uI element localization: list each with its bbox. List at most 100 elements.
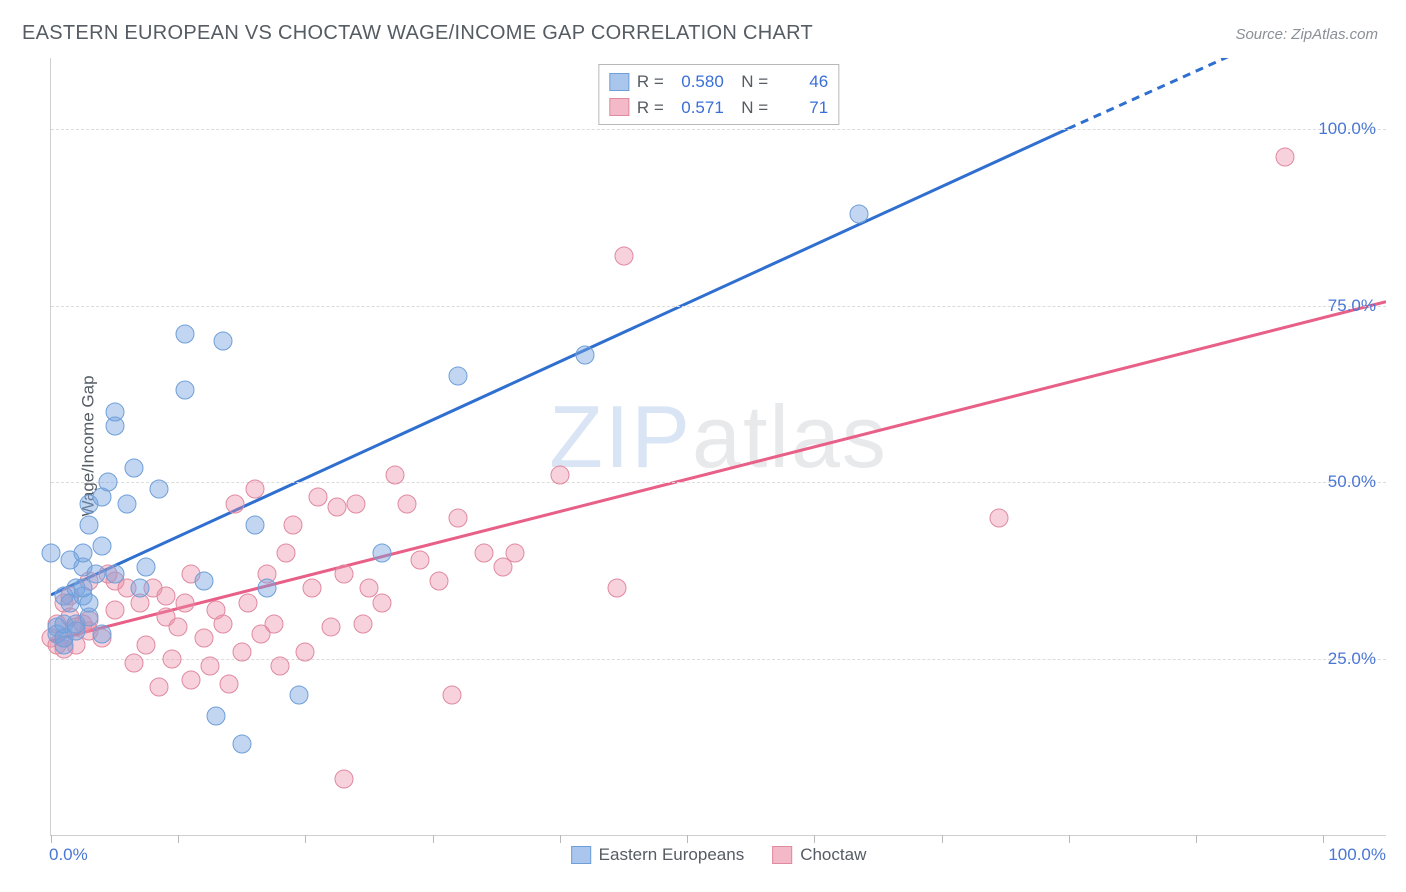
x-tick xyxy=(305,835,306,843)
data-point xyxy=(576,346,595,365)
data-point xyxy=(131,579,150,598)
chart-plot-area: ZIPatlas R = 0.580 N = 46 R = 0.571 N = … xyxy=(50,58,1386,836)
data-point xyxy=(86,565,105,584)
data-point xyxy=(150,480,169,499)
n-value: 46 xyxy=(776,69,828,95)
series-swatch-icon xyxy=(571,846,591,864)
data-point xyxy=(181,671,200,690)
data-point xyxy=(328,498,347,517)
data-point xyxy=(220,674,239,693)
data-point xyxy=(353,614,372,633)
data-point xyxy=(175,324,194,343)
data-point xyxy=(150,678,169,697)
data-point xyxy=(42,544,61,563)
x-tick xyxy=(1069,835,1070,843)
data-point xyxy=(232,735,251,754)
legend-label: Choctaw xyxy=(800,845,866,865)
legend-label: Eastern Europeans xyxy=(599,845,745,865)
data-point xyxy=(296,643,315,662)
data-point xyxy=(175,381,194,400)
x-tick xyxy=(814,835,815,843)
watermark-light: atlas xyxy=(692,386,888,485)
y-tick-label: 25.0% xyxy=(1328,649,1376,669)
data-point xyxy=(271,657,290,676)
data-point xyxy=(334,565,353,584)
stat-label: R = xyxy=(637,95,664,121)
x-tick xyxy=(942,835,943,843)
data-point xyxy=(849,204,868,223)
data-point xyxy=(449,367,468,386)
x-tick xyxy=(560,835,561,843)
x-tick-label: 100.0% xyxy=(1328,845,1386,865)
source-attribution: Source: ZipAtlas.com xyxy=(1235,26,1378,43)
data-point xyxy=(226,494,245,513)
data-point xyxy=(80,515,99,534)
data-point xyxy=(105,402,124,421)
data-point xyxy=(290,685,309,704)
data-point xyxy=(92,625,111,644)
y-tick-label: 50.0% xyxy=(1328,472,1376,492)
x-tick xyxy=(433,835,434,843)
series-legend: Eastern Europeans Choctaw xyxy=(571,845,867,865)
watermark-bold: ZIP xyxy=(549,386,692,485)
data-point xyxy=(385,466,404,485)
gridline xyxy=(51,659,1386,660)
data-point xyxy=(321,618,340,637)
data-point xyxy=(201,657,220,676)
data-point xyxy=(442,685,461,704)
data-point xyxy=(302,579,321,598)
r-value: 0.580 xyxy=(672,69,724,95)
data-point xyxy=(156,586,175,605)
data-point xyxy=(207,706,226,725)
data-point xyxy=(175,593,194,612)
data-point xyxy=(232,643,251,662)
series-swatch-icon xyxy=(772,846,792,864)
data-point xyxy=(239,593,258,612)
r-value: 0.571 xyxy=(672,95,724,121)
y-tick-label: 100.0% xyxy=(1318,119,1376,139)
x-tick xyxy=(51,835,52,843)
data-point xyxy=(398,494,417,513)
data-point xyxy=(245,480,264,499)
data-point xyxy=(124,459,143,478)
stats-row: R = 0.580 N = 46 xyxy=(609,69,828,95)
data-point xyxy=(550,466,569,485)
chart-title: EASTERN EUROPEAN VS CHOCTAW WAGE/INCOME … xyxy=(22,22,813,45)
data-point xyxy=(449,508,468,527)
data-point xyxy=(137,636,156,655)
data-point xyxy=(410,551,429,570)
data-point xyxy=(309,487,328,506)
data-point xyxy=(194,572,213,591)
data-point xyxy=(245,515,264,534)
stat-label: N = xyxy=(732,95,768,121)
n-value: 71 xyxy=(776,95,828,121)
regression-lines-layer xyxy=(51,58,1386,835)
stats-row: R = 0.571 N = 71 xyxy=(609,95,828,121)
data-point xyxy=(124,653,143,672)
x-tick-label: 0.0% xyxy=(49,845,88,865)
data-point xyxy=(137,558,156,577)
data-point xyxy=(506,544,525,563)
watermark-text: ZIPatlas xyxy=(549,385,888,487)
gridline xyxy=(51,129,1386,130)
x-tick xyxy=(687,835,688,843)
correlation-stats-box: R = 0.580 N = 46 R = 0.571 N = 71 xyxy=(598,64,839,125)
data-point xyxy=(80,593,99,612)
y-tick-label: 75.0% xyxy=(1328,296,1376,316)
data-point xyxy=(277,544,296,563)
data-point xyxy=(1276,148,1295,167)
data-point xyxy=(162,650,181,669)
data-point xyxy=(194,628,213,647)
data-point xyxy=(118,494,137,513)
data-point xyxy=(105,565,124,584)
data-point xyxy=(614,247,633,266)
data-point xyxy=(73,544,92,563)
series-swatch-icon xyxy=(609,98,629,116)
x-tick xyxy=(178,835,179,843)
gridline xyxy=(51,306,1386,307)
data-point xyxy=(213,614,232,633)
data-point xyxy=(989,508,1008,527)
x-tick xyxy=(1323,835,1324,843)
legend-item: Eastern Europeans xyxy=(571,845,745,865)
data-point xyxy=(213,331,232,350)
